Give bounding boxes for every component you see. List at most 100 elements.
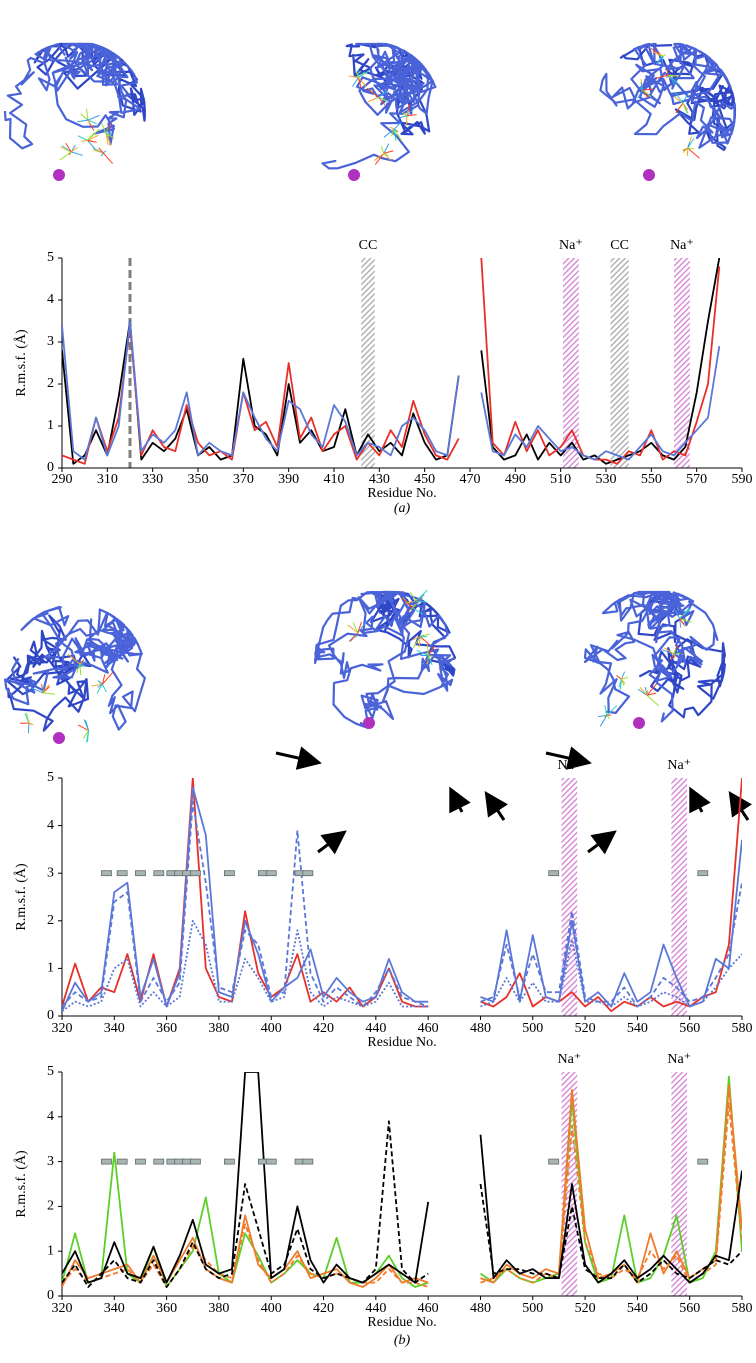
flexible-loop xyxy=(646,694,659,706)
flexible-loop xyxy=(639,686,648,696)
flexible-loop xyxy=(419,636,430,646)
x-tick-label: 470 xyxy=(460,472,481,487)
flexible-loop xyxy=(98,147,104,154)
flexible-loop xyxy=(349,632,359,642)
flexible-loop xyxy=(61,145,72,153)
x-tick-label: 570 xyxy=(686,472,707,487)
flexible-loop xyxy=(393,128,398,132)
secondary-marker xyxy=(189,1158,201,1165)
chart: Na⁺ Na⁺ 0 1 2 3 4 5 320 340 360 380 400 420 440 460 480 5… xyxy=(13,758,752,1050)
secondary-marker xyxy=(135,870,146,877)
flexible-loop xyxy=(687,141,691,149)
flexible-loop xyxy=(78,664,81,668)
x-tick-label: 360 xyxy=(156,1021,177,1036)
flexible-loop xyxy=(105,133,115,139)
backbone xyxy=(43,608,146,731)
x-tick-label: 420 xyxy=(313,1021,334,1036)
flexible-loop xyxy=(28,722,34,726)
x-tick-label: 310 xyxy=(97,472,118,487)
lines xyxy=(62,1072,742,1288)
flexible-loop xyxy=(26,712,30,724)
secondary-marker xyxy=(101,1158,112,1165)
secondary-marker xyxy=(697,870,709,877)
chart: CC Na⁺ CC Na⁺ 0 1 2 3 4 5 290 310 330 350 370 390 410 430… xyxy=(13,238,752,516)
flexible-loop xyxy=(416,600,427,603)
y-tick-label: 2 xyxy=(47,913,54,928)
flexible-loop xyxy=(378,90,389,98)
x-tick-label: 540 xyxy=(627,1021,648,1036)
flexible-loop xyxy=(352,622,359,633)
x-tick-label: 480 xyxy=(470,1021,491,1036)
flexible-loop xyxy=(682,103,688,114)
flexible-loop xyxy=(79,664,87,668)
chart: Na⁺ Na⁺ 0 1 2 3 4 5 320 340 360 380 400 420 440 460 480 5… xyxy=(13,1052,752,1348)
band-label: Na⁺ xyxy=(667,758,691,773)
flexible-loop xyxy=(682,147,689,153)
x-tick-label: 500 xyxy=(522,1301,543,1316)
flexible-loop xyxy=(675,103,684,114)
flexible-loop xyxy=(358,69,371,78)
flexible-loop xyxy=(606,705,618,716)
flexible-loop xyxy=(70,146,78,153)
arrow xyxy=(545,746,592,770)
secondary-marker xyxy=(101,870,112,877)
x-tick-label: 390 xyxy=(278,472,299,487)
flexible-loop xyxy=(670,653,675,661)
flexible-loop xyxy=(406,114,417,117)
flexible-loop xyxy=(87,134,99,141)
flexible-loop xyxy=(426,644,429,656)
flexible-loop xyxy=(618,679,622,688)
lines xyxy=(62,258,721,465)
flexible-loop xyxy=(415,589,428,602)
ion xyxy=(633,717,645,729)
flexible-loop xyxy=(101,152,104,157)
flexible-loop xyxy=(96,683,103,694)
flexible-loop xyxy=(378,96,388,102)
secondary-marker xyxy=(265,870,277,877)
flexible-loop xyxy=(646,683,658,696)
flexible-loop xyxy=(102,671,114,685)
protein-structures xyxy=(3,42,737,744)
backbone xyxy=(630,42,732,105)
lines xyxy=(62,778,742,1013)
band-label: CC xyxy=(359,238,378,253)
flexible-loop xyxy=(86,108,89,121)
x-tick-label: 400 xyxy=(261,1021,282,1036)
secondary-marker xyxy=(116,1158,128,1165)
secondary-marker xyxy=(223,870,235,877)
flexible-loop xyxy=(79,664,82,676)
flexible-loop xyxy=(661,56,664,64)
arrow xyxy=(275,746,322,770)
band xyxy=(610,258,629,468)
flexible-loop xyxy=(656,74,669,79)
ion xyxy=(53,732,65,744)
flexible-loop xyxy=(642,88,654,91)
y-axis-label: R.m.s.f. (Å) xyxy=(13,863,29,931)
flexible-loop xyxy=(77,119,89,123)
flexible-loop xyxy=(374,153,385,165)
x-tick-label: 400 xyxy=(261,1301,282,1316)
y-tick-label: 0 xyxy=(47,460,54,475)
x-tick-label: 490 xyxy=(505,472,526,487)
band xyxy=(562,258,579,468)
flexible-loop xyxy=(380,146,385,154)
arrow xyxy=(449,786,471,814)
series-line xyxy=(62,800,742,1008)
flexible-loop xyxy=(366,87,379,98)
flexible-loop xyxy=(390,128,395,137)
x-tick-label: 440 xyxy=(365,1301,386,1316)
ion xyxy=(363,717,375,729)
y-axis-label: R.m.s.f. (Å) xyxy=(13,1150,29,1218)
x-tick-label: 590 xyxy=(732,472,753,487)
flexible-loop xyxy=(65,143,72,153)
x-tick-label: 580 xyxy=(732,1021,753,1036)
secondary-marker xyxy=(302,1158,314,1165)
ion xyxy=(53,169,65,181)
backbone xyxy=(3,42,142,150)
secondary-marker xyxy=(548,870,560,877)
flexible-loop xyxy=(674,609,681,619)
flexible-loop xyxy=(383,128,395,138)
flexible-loop xyxy=(646,689,649,696)
flexible-loop xyxy=(102,683,107,693)
